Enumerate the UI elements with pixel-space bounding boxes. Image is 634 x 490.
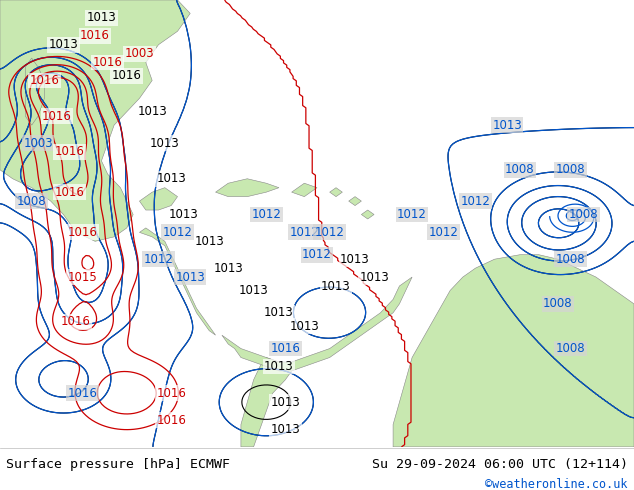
Polygon shape — [330, 188, 342, 196]
Text: 1016: 1016 — [61, 315, 91, 328]
Text: 1013: 1013 — [264, 306, 294, 319]
Text: 1013: 1013 — [87, 11, 116, 24]
Text: 1016: 1016 — [270, 342, 301, 355]
Text: Su 29-09-2024 06:00 UTC (12+114): Su 29-09-2024 06:00 UTC (12+114) — [372, 458, 628, 470]
Text: 1008: 1008 — [556, 163, 585, 176]
Text: 1015: 1015 — [68, 270, 97, 284]
Polygon shape — [139, 188, 178, 210]
Polygon shape — [361, 210, 374, 219]
Text: 1008: 1008 — [543, 297, 573, 310]
Text: 1013: 1013 — [214, 262, 243, 274]
Text: 1013: 1013 — [359, 270, 389, 284]
Text: 1008: 1008 — [17, 195, 46, 208]
Text: ©weatheronline.co.uk: ©weatheronline.co.uk — [485, 478, 628, 490]
Text: 1013: 1013 — [290, 319, 319, 333]
Text: 1016: 1016 — [156, 387, 186, 400]
Text: 1013: 1013 — [150, 137, 179, 149]
Text: 1013: 1013 — [493, 119, 522, 132]
Polygon shape — [216, 179, 279, 196]
Text: 1012: 1012 — [143, 253, 174, 266]
Text: 1012: 1012 — [460, 195, 491, 208]
Text: 1013: 1013 — [321, 279, 351, 293]
Text: 1013: 1013 — [157, 172, 186, 185]
Text: 1003: 1003 — [23, 137, 53, 149]
Text: 1013: 1013 — [138, 105, 167, 118]
Text: 1013: 1013 — [340, 253, 370, 266]
Text: 1012: 1012 — [289, 226, 320, 239]
Text: 1008: 1008 — [556, 342, 585, 355]
Text: 1008: 1008 — [556, 253, 585, 266]
Text: 1016: 1016 — [112, 70, 142, 82]
Text: 1012: 1012 — [429, 226, 459, 239]
Polygon shape — [139, 228, 216, 335]
Text: 1013: 1013 — [239, 284, 268, 297]
Text: 1008: 1008 — [569, 208, 598, 221]
Polygon shape — [25, 58, 44, 125]
Text: 1012: 1012 — [302, 248, 332, 261]
Text: 1013: 1013 — [271, 422, 300, 436]
Text: 1013: 1013 — [49, 38, 78, 51]
Text: 1012: 1012 — [162, 226, 193, 239]
Text: 1016: 1016 — [93, 56, 123, 69]
Text: 1016: 1016 — [29, 74, 60, 87]
Text: 1012: 1012 — [251, 208, 281, 221]
Text: 1013: 1013 — [176, 270, 205, 284]
Text: Surface pressure [hPa] ECMWF: Surface pressure [hPa] ECMWF — [6, 458, 230, 470]
Text: 1016: 1016 — [156, 414, 186, 427]
Text: 1016: 1016 — [67, 387, 98, 400]
Text: 1016: 1016 — [42, 110, 72, 122]
Polygon shape — [292, 183, 317, 196]
Text: 1013: 1013 — [169, 208, 198, 221]
Text: 1016: 1016 — [55, 186, 85, 198]
Polygon shape — [349, 196, 361, 206]
Text: 1016: 1016 — [80, 29, 110, 42]
Polygon shape — [222, 277, 412, 371]
Text: 1003: 1003 — [125, 47, 154, 60]
Text: 1008: 1008 — [505, 163, 534, 176]
Text: 1016: 1016 — [67, 226, 98, 239]
Text: 1013: 1013 — [271, 396, 300, 409]
Text: 1013: 1013 — [264, 360, 294, 373]
Text: 1013: 1013 — [195, 235, 224, 248]
Text: 1012: 1012 — [314, 226, 345, 239]
Text: 1012: 1012 — [397, 208, 427, 221]
Text: 1016: 1016 — [55, 146, 85, 158]
